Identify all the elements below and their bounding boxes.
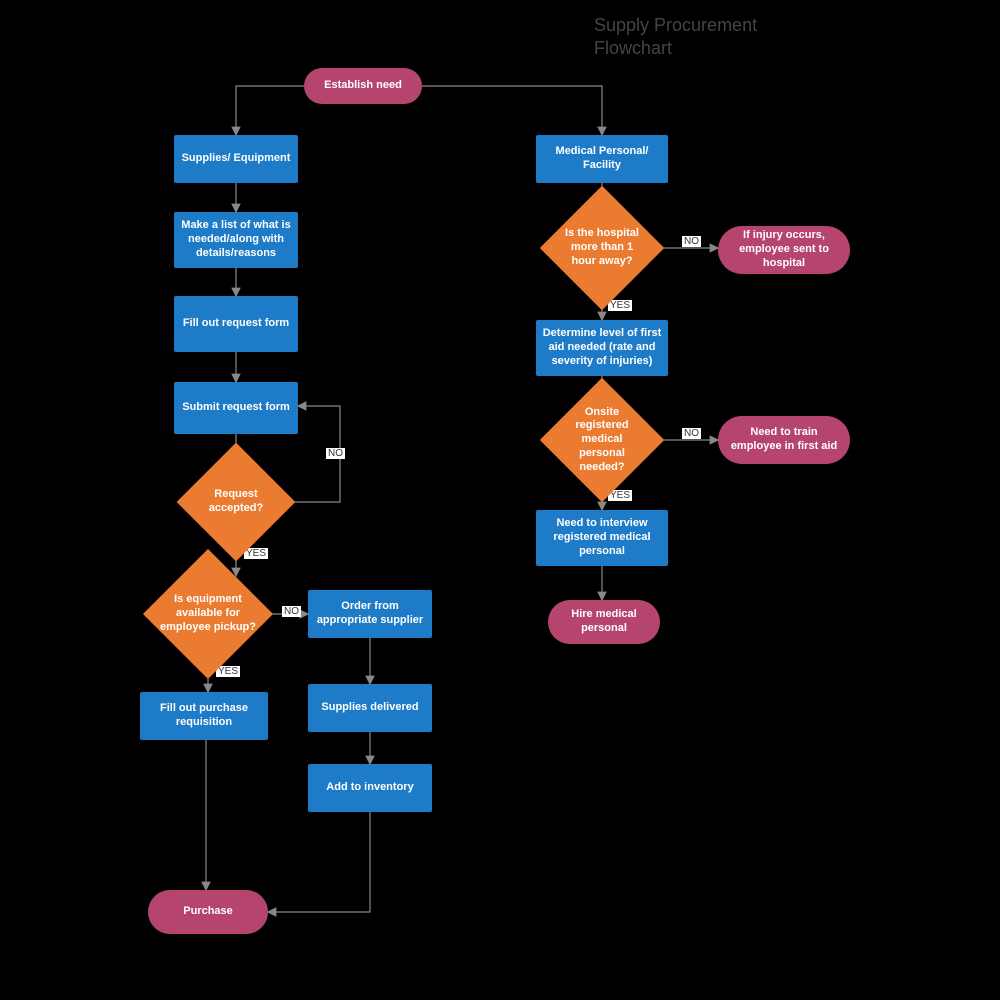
node-submitrequest: Submit request form <box>174 382 298 434</box>
edge-label-hospital1hr-determinelevel: YES <box>608 300 632 311</box>
node-trainemp: Need to train employee in first aid <box>718 416 850 464</box>
edge-label-requestaccepted-submitrequest: NO <box>326 448 345 459</box>
node-label-requestaccepted: Request accepted? <box>193 488 279 516</box>
edge-label-equipavail-fillpurchase: YES <box>216 666 240 677</box>
edge-addinventory-purchase <box>268 812 370 912</box>
node-equipavail: Is equipment available for employee pick… <box>136 568 280 660</box>
edge-label-onsiteneeded-trainemp: NO <box>682 428 701 439</box>
node-interview: Need to interview registered medical per… <box>536 510 668 566</box>
node-addinventory: Add to inventory <box>308 764 432 812</box>
node-determinelevel: Determine level of first aid needed (rat… <box>536 320 668 376</box>
chart-title: Supply Procurement Flowchart <box>594 14 757 61</box>
edge-establish-supplies <box>236 86 304 135</box>
node-supplies: Supplies/ Equipment <box>174 135 298 183</box>
node-requestaccepted: Request accepted? <box>176 460 296 544</box>
node-onsiteneeded: Onsite registered medical personal neede… <box>540 396 664 484</box>
node-label-equipavail: Is equipment available for employee pick… <box>155 593 261 634</box>
node-medfacility: Medical Personal/ Facility <box>536 135 668 183</box>
node-label-onsiteneeded: Onsite registered medical personal neede… <box>557 406 647 475</box>
node-orderfrom: Order from appropriate supplier <box>308 590 432 638</box>
edge-label-hospital1hr-injuryoccurs: NO <box>682 236 701 247</box>
node-injuryoccurs: If injury occurs, employee sent to hospi… <box>718 226 850 274</box>
node-purchase: Purchase <box>148 890 268 934</box>
node-label-hospital1hr: Is the hospital more than 1 hour away? <box>557 227 647 268</box>
node-fillrequest: Fill out request form <box>174 296 298 352</box>
edge-label-equipavail-orderfrom: NO <box>282 606 301 617</box>
node-makelist: Make a list of what is needed/along with… <box>174 212 298 268</box>
node-establish: Establish need <box>304 68 422 104</box>
node-fillpurchase: Fill out purchase requisition <box>140 692 268 740</box>
node-suppliesdeliv: Supplies delivered <box>308 684 432 732</box>
node-hiremed: Hire medical personal <box>548 600 660 644</box>
edge-establish-medfacility <box>422 86 602 135</box>
node-hospital1hr: Is the hospital more than 1 hour away? <box>540 204 664 292</box>
